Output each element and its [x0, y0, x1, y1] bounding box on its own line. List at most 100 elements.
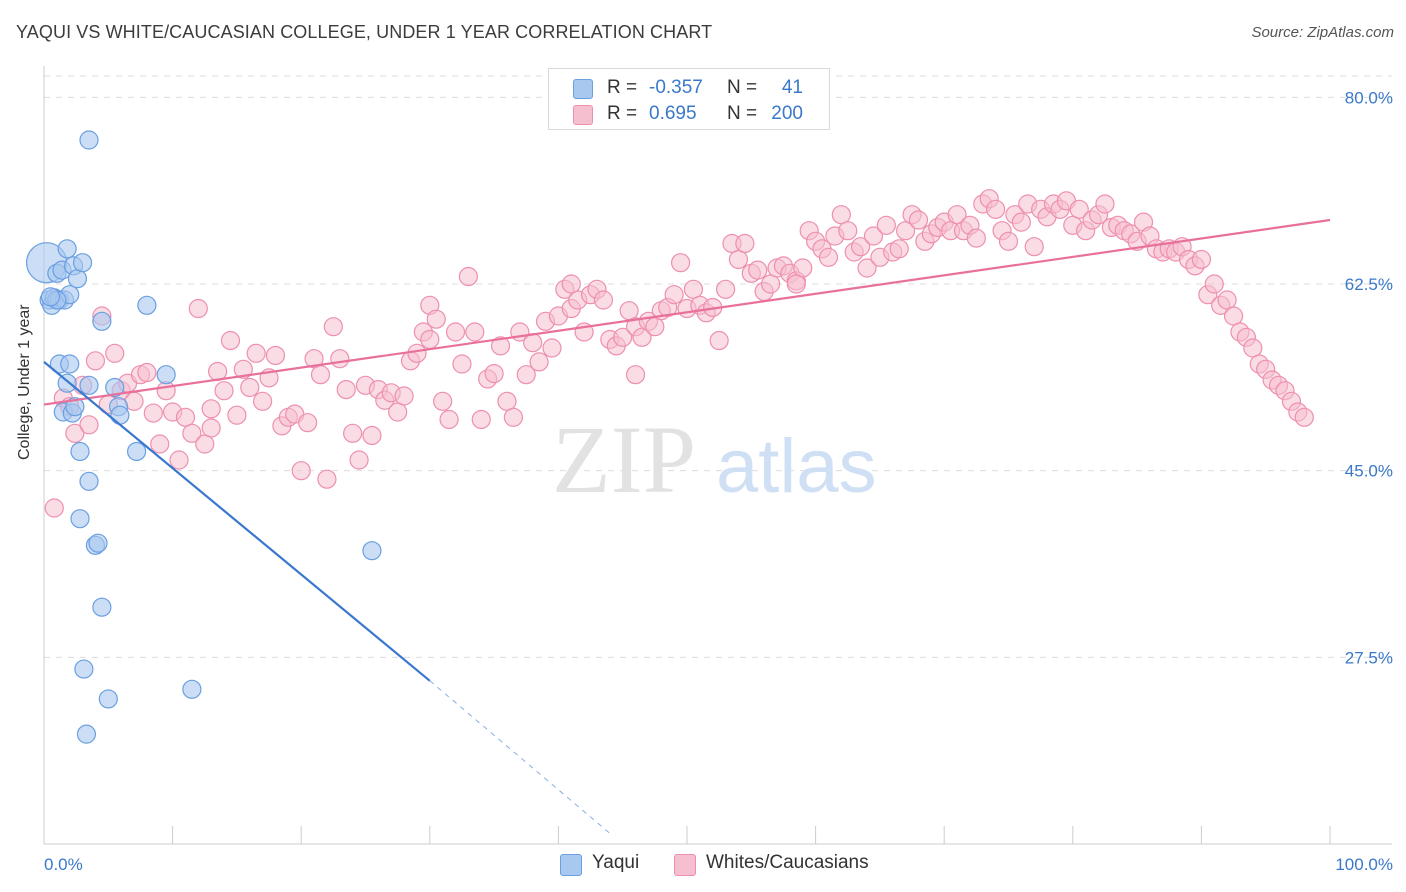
data-point-yaqui	[98, 689, 118, 709]
data-point-yaqui	[60, 354, 80, 374]
data-point-whites	[79, 415, 99, 435]
data-point-whites	[150, 434, 170, 454]
legend-swatch-yaqui	[560, 854, 582, 876]
data-point-yaqui	[57, 239, 77, 259]
data-point-whites	[253, 391, 273, 411]
data-point-whites	[876, 215, 896, 235]
data-point-whites	[748, 260, 768, 280]
data-point-whites	[220, 330, 241, 351]
y-tick-label: 45.0%	[1345, 462, 1393, 481]
data-point-whites	[233, 359, 253, 379]
data-point-yaqui	[79, 130, 99, 150]
data-point-yaqui	[76, 724, 97, 744]
data-point-whites	[433, 391, 453, 411]
data-point-yaqui	[72, 253, 93, 273]
legend-r-label: R =	[607, 103, 638, 124]
data-point-whites	[670, 253, 691, 273]
data-point-whites	[85, 351, 106, 371]
data-point-whites	[349, 450, 369, 470]
watermark: ZIP atlas	[552, 406, 877, 513]
data-point-yaqui	[92, 311, 112, 331]
data-point-whites	[497, 391, 517, 411]
data-point-yaqui	[156, 365, 176, 385]
data-point-whites	[484, 364, 504, 384]
data-point-yaqui	[67, 269, 88, 289]
data-point-whites	[169, 450, 189, 470]
data-point-yaqui	[79, 375, 99, 395]
data-point-whites	[330, 349, 350, 369]
data-point-whites	[908, 210, 929, 230]
data-point-yaqui	[40, 287, 61, 307]
data-point-whites	[664, 285, 684, 305]
data-point-whites	[838, 221, 858, 241]
data-point-whites	[44, 498, 64, 518]
data-point-whites	[986, 199, 1006, 219]
data-point-whites	[471, 409, 491, 430]
data-point-whites	[182, 423, 202, 443]
data-point-whites	[503, 407, 523, 427]
data-point-whites	[625, 365, 646, 385]
data-point-whites	[1217, 290, 1237, 310]
data-point-whites	[831, 205, 851, 225]
data-point-yaqui	[70, 441, 90, 462]
data-point-yaqui	[126, 441, 147, 462]
data-point-whites	[298, 413, 318, 433]
data-point-whites	[1011, 212, 1031, 232]
data-point-whites	[728, 249, 749, 270]
data-point-whites	[1294, 407, 1314, 427]
data-point-whites	[323, 317, 343, 337]
data-point-whites	[793, 258, 813, 278]
legend-label-whites: Whites/Caucasians	[706, 852, 869, 873]
data-point-whites	[175, 407, 196, 427]
data-point-yaqui	[137, 295, 157, 315]
data-point-whites	[336, 380, 356, 400]
data-point-whites	[188, 298, 208, 319]
legend-row-whites: R = 0.695 N = 200	[549, 101, 829, 127]
data-point-whites	[439, 409, 459, 430]
data-point-whites	[388, 402, 408, 422]
x-tick-label: 0.0%	[44, 855, 83, 874]
y-axis-label: College, Under 1 year	[16, 304, 33, 460]
data-point-whites	[105, 343, 125, 363]
y-tick-label: 27.5%	[1345, 648, 1393, 667]
data-point-whites	[143, 403, 163, 423]
data-point-yaqui	[105, 377, 125, 398]
data-point-whites	[613, 327, 633, 347]
data-point-whites	[240, 377, 260, 398]
data-point-whites	[1069, 199, 1089, 219]
data-point-whites	[593, 290, 614, 310]
data-point-whites	[786, 274, 806, 294]
data-point-whites	[317, 469, 337, 489]
data-point-yaqui	[110, 405, 130, 425]
legend-label-yaqui: Yaqui	[592, 852, 640, 873]
data-point-whites	[195, 434, 215, 454]
data-point-whites	[851, 237, 871, 257]
data-point-whites	[227, 405, 247, 425]
data-point-whites	[683, 279, 704, 299]
data-point-whites	[452, 354, 472, 374]
data-point-whites	[516, 365, 536, 385]
data-point-whites	[156, 381, 176, 401]
data-point-whites	[65, 423, 85, 443]
tick-labels: 27.5% 45.0% 62.5% 80.0% 0.0% 100.0%	[44, 88, 1393, 874]
trend-lines	[43, 218, 1331, 834]
legend-swatch-whites	[674, 854, 696, 876]
data-point-whites	[490, 336, 511, 356]
data-point-whites	[407, 343, 427, 363]
data-point-yaqui	[88, 533, 108, 553]
data-point-whites	[426, 309, 446, 329]
data-point-yaqui	[65, 397, 85, 417]
data-point-whites	[715, 279, 736, 299]
data-point-whites	[863, 226, 884, 246]
data-point-whites	[1243, 338, 1263, 358]
legend-r-value: 0.695	[649, 103, 697, 124]
source-label: Source: ZipAtlas.com	[1251, 24, 1394, 41]
data-point-whites	[265, 345, 286, 366]
watermark-zip: ZIP	[552, 406, 696, 513]
data-point-whites	[420, 329, 440, 350]
legend-n-value: 41	[781, 77, 803, 98]
legend-row-yaqui: R = -0.357 N = 41	[549, 75, 829, 101]
data-point-whites	[619, 301, 639, 321]
data-point-whites	[709, 330, 729, 351]
data-point-whites	[857, 258, 877, 278]
